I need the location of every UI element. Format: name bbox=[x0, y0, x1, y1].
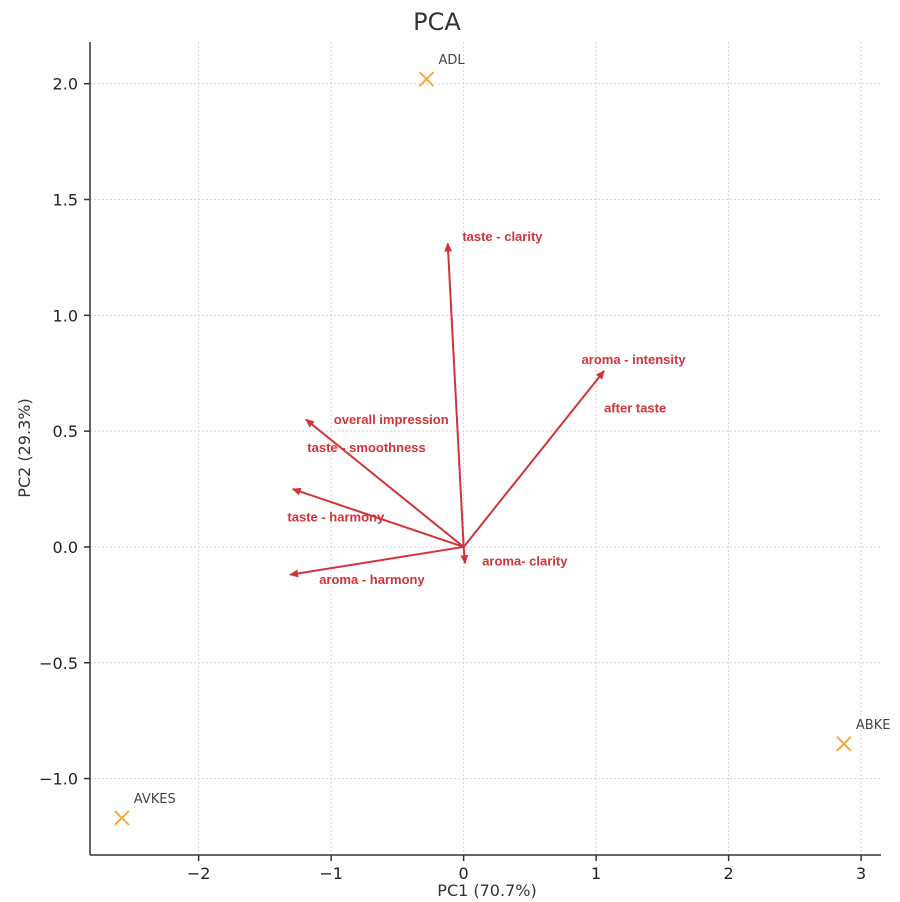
y-tick-label: 2.0 bbox=[53, 75, 78, 94]
loading-label: taste - clarity bbox=[462, 229, 543, 244]
y-tick-label: 1.0 bbox=[53, 306, 78, 325]
loading-arrow bbox=[460, 546, 469, 565]
x-tick-label: 0 bbox=[459, 864, 469, 883]
x-axis-label: PC1 (70.7%) bbox=[437, 881, 536, 900]
sample-point: AVKES bbox=[114, 792, 176, 826]
loading-label: aroma - harmony bbox=[319, 572, 425, 587]
loading-arrow bbox=[462, 370, 605, 548]
loading-label: taste - smoothness bbox=[307, 440, 425, 455]
sample-label: ABKE bbox=[856, 718, 891, 733]
loading-arrow bbox=[305, 418, 465, 548]
point-marker bbox=[114, 810, 130, 826]
sample-point: ABKE bbox=[836, 718, 891, 752]
sample-label: AVKES bbox=[134, 792, 176, 807]
point-marker bbox=[418, 71, 435, 87]
x-tick-label: −2 bbox=[187, 864, 211, 883]
y-tick-label: −1.0 bbox=[39, 770, 78, 789]
y-tick-label: 0.5 bbox=[53, 422, 78, 441]
loading-arrow bbox=[291, 487, 464, 548]
x-tick-label: 2 bbox=[724, 864, 734, 883]
loading-label: aroma- clarity bbox=[482, 553, 568, 568]
sample-label: ADL bbox=[439, 53, 466, 68]
loading-label: after taste bbox=[604, 401, 666, 416]
loading-label: aroma - intensity bbox=[582, 352, 687, 367]
chart-title: PCA bbox=[413, 8, 461, 36]
point-marker bbox=[836, 736, 852, 752]
axes-layer: −2 −1 0 1 2 3 −1.0 −0.5 0.0 0.5 1.0 1.5 2.0 bbox=[39, 42, 881, 883]
sample-point: ADL bbox=[418, 53, 466, 87]
x-tick-label: 3 bbox=[856, 864, 866, 883]
x-tick-label: −1 bbox=[319, 864, 343, 883]
y-tick-label: 1.5 bbox=[53, 191, 78, 210]
y-tick-label: 0.0 bbox=[53, 538, 78, 557]
loading-arrow bbox=[289, 545, 464, 578]
x-tick-label: 1 bbox=[591, 864, 601, 883]
grid-layer bbox=[90, 42, 881, 855]
loading-label: taste - harmony bbox=[287, 509, 385, 524]
y-tick-label: −0.5 bbox=[39, 654, 78, 673]
y-axis-label: PC2 (29.3%) bbox=[15, 398, 34, 497]
loading-label: overall impression bbox=[334, 412, 449, 427]
loading-arrows: taste - clarity aroma - intensity after ta… bbox=[287, 229, 686, 587]
score-points: ADL ABKE AVKES bbox=[114, 53, 891, 826]
loading-arrow bbox=[444, 242, 465, 547]
